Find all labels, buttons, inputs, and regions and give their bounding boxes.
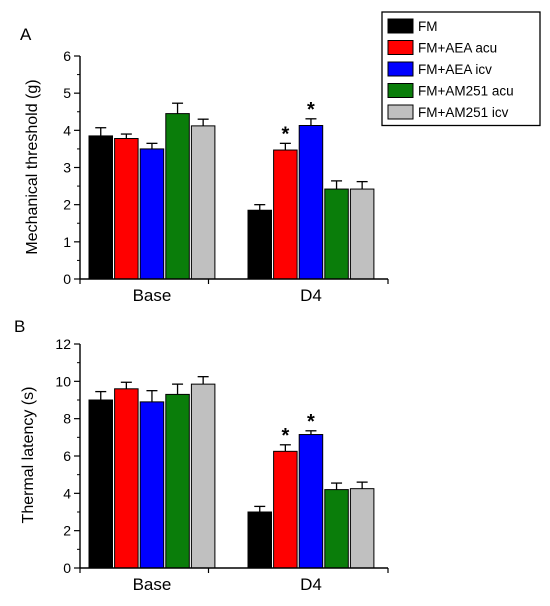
bar-a-d4-4 xyxy=(349,188,375,280)
bar-a-base-1 xyxy=(114,138,139,280)
bar-a-base-0 xyxy=(88,135,113,280)
legend-label: FM+AEA acu xyxy=(418,41,497,56)
x-tick-label: D4 xyxy=(300,575,322,594)
y-tick-label: 0 xyxy=(63,271,71,287)
bar-a-base-3 xyxy=(165,113,190,280)
bar-b-base-0 xyxy=(88,399,113,569)
y-tick-label: 5 xyxy=(63,85,71,101)
y-tick-label: 6 xyxy=(63,448,71,464)
legend-label: FM xyxy=(418,19,438,34)
panel-label-b: B xyxy=(14,317,25,336)
y-tick-label: 10 xyxy=(55,373,71,389)
legend: FM FM+AEA acu FM+AEA icv FM+AM251 acu FM+AM2… xyxy=(381,11,541,127)
significance-marker: * xyxy=(307,99,315,121)
significance-marker: * xyxy=(281,425,289,447)
y-tick-label: 12 xyxy=(55,336,71,352)
y-axis-label-b: Thermal latency (s) xyxy=(20,387,37,524)
bar-a-base-4 xyxy=(190,125,216,280)
legend-label: FM+AM251 icv xyxy=(418,105,509,120)
bar-a-d4-3 xyxy=(324,188,349,280)
bar-b-d4-2 xyxy=(298,434,324,569)
bar-a-base-2 xyxy=(139,148,165,280)
y-tick-label: 6 xyxy=(63,48,71,64)
bar-b-d4-4 xyxy=(349,488,375,569)
x-tick-label: Base xyxy=(133,286,172,305)
significance-marker: * xyxy=(281,123,289,145)
legend-label: FM+AM251 acu xyxy=(418,84,514,99)
bar-a-d4-2 xyxy=(298,125,324,280)
x-tick-label: Base xyxy=(133,575,172,594)
y-tick-label: 3 xyxy=(63,160,71,176)
bar-b-base-1 xyxy=(114,388,139,569)
legend-swatch xyxy=(387,83,414,98)
y-tick-label: 0 xyxy=(63,560,71,576)
significance-marker: * xyxy=(307,411,315,433)
legend-swatch xyxy=(387,104,414,120)
y-tick-label: 8 xyxy=(63,411,71,427)
bar-b-base-3 xyxy=(165,393,190,569)
y-tick-label: 1 xyxy=(63,234,71,250)
bar-a-d4-0 xyxy=(247,209,272,280)
chart-panel-b: Base * * D4 0 2 4 6 8 10 12 xyxy=(55,336,389,594)
legend-swatch xyxy=(387,61,414,77)
y-tick-label: 2 xyxy=(63,523,71,539)
bar-b-d4-1 xyxy=(273,450,298,569)
y-tick-label: 4 xyxy=(63,485,71,501)
bar-b-base-4 xyxy=(190,383,216,569)
y-tick-label: 4 xyxy=(63,122,71,138)
chart-panel-a: Base * * D4 0 1 2 3 4 5 6 xyxy=(63,48,389,305)
y-axis-label-a: Mechanical threshold (g) xyxy=(24,79,41,254)
bar-b-d4-3 xyxy=(324,489,349,569)
x-tick-label: D4 xyxy=(300,286,322,305)
panel-label-a: A xyxy=(20,25,32,44)
y-tick-label: 2 xyxy=(63,197,71,213)
legend-swatch xyxy=(387,18,414,34)
bar-b-base-2 xyxy=(139,401,165,569)
bar-a-d4-1 xyxy=(273,149,298,280)
legend-swatch xyxy=(387,40,414,55)
legend-label: FM+AEA icv xyxy=(418,62,492,77)
bar-b-d4-0 xyxy=(247,511,272,569)
